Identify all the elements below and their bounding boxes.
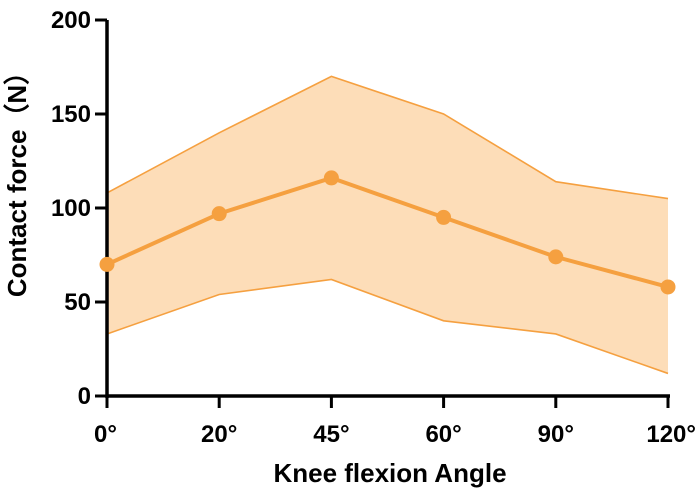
y-tick-label-4: 200	[51, 7, 91, 34]
y-axis-title: Contact force（N）	[2, 59, 32, 297]
x-tick-label-0: 0°	[94, 421, 117, 448]
band-lower-edge	[106, 278, 669, 375]
data-point-1	[211, 206, 227, 222]
band-upper-edge	[106, 75, 669, 200]
y-tick-label-3: 150	[51, 101, 91, 128]
axes	[95, 18, 670, 408]
x-tick-label-5: 120°	[646, 421, 696, 448]
x-tick-label-3: 60°	[425, 421, 461, 448]
series-layer	[99, 170, 676, 295]
x-tick-label-1: 20°	[201, 421, 237, 448]
data-point-0	[99, 256, 115, 272]
data-point-4	[548, 249, 564, 265]
y-tick-label-1: 50	[64, 289, 91, 316]
data-point-3	[436, 209, 452, 225]
x-axis-title: Knee flexion Angle	[273, 458, 506, 488]
series-line	[106, 175, 669, 289]
y-tick-label-2: 100	[51, 195, 91, 222]
y-tick-label-0: 0	[78, 383, 91, 410]
x-tick-label-2: 45°	[313, 421, 349, 448]
confidence-band-layer	[106, 75, 669, 375]
tick-labels: 0 50 100 150 200 0° 20° 45° 60° 90° 120°	[51, 7, 696, 448]
data-point-5	[660, 279, 676, 295]
x-tick-label-4: 90°	[538, 421, 574, 448]
data-point-2	[323, 170, 339, 186]
band-fill	[107, 76, 668, 374]
